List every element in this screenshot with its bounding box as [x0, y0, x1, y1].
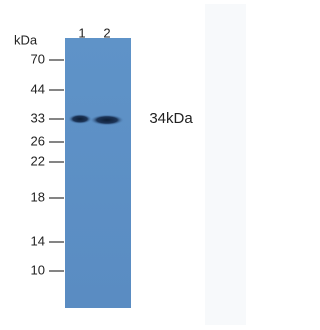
lane-label: 1 — [78, 25, 85, 40]
marker-label: 26 — [31, 133, 45, 148]
band-lane-1 — [68, 114, 92, 124]
band-label: 34kDa — [149, 110, 193, 127]
marker-label: 33 — [31, 110, 45, 125]
band-lane-2 — [90, 115, 124, 126]
marker-ladder: 70 44 33 26 22 18 14 10 — [31, 51, 64, 277]
page: {"lanes": ["1", "2"], "marker_unit": "kD… — [0, 0, 246, 325]
marker-unit: kDa — [14, 32, 38, 47]
blot-membrane — [65, 38, 131, 308]
marker-label: 70 — [31, 51, 45, 66]
marker-label: 14 — [31, 233, 45, 248]
marker-label: 10 — [31, 262, 45, 277]
side-panel — [205, 4, 246, 325]
marker-label: 44 — [31, 81, 45, 96]
marker-label: 22 — [31, 153, 45, 168]
blot-figure: kDa 34kDa 70 44 33 26 22 18 14 10 1 2 — [0, 0, 246, 325]
lane-label: 2 — [103, 25, 110, 40]
marker-label: 18 — [31, 189, 45, 204]
